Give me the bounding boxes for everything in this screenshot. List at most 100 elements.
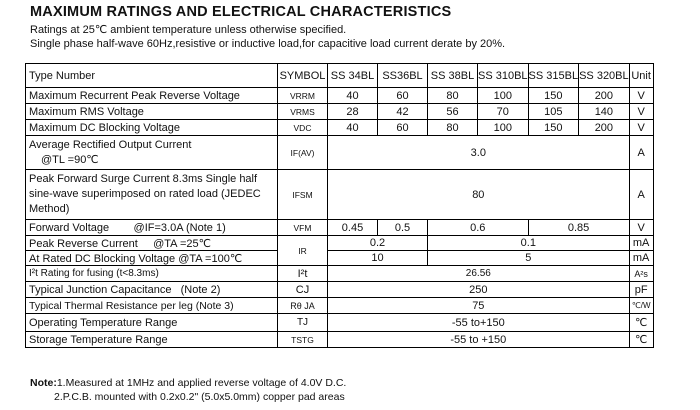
param-symbol: VRMS <box>277 103 328 120</box>
param-label: I²t Rating for fusing (t<8.3ms) <box>25 265 278 282</box>
value-cell: 3.0 <box>327 135 630 170</box>
value-cell: 40 <box>327 119 378 136</box>
value-cell: 0.5 <box>377 219 428 236</box>
value-cell: 0.1 <box>427 235 630 251</box>
unit-cell: ℃ <box>628 313 654 332</box>
ratings-table: Type Number SYMBOL SS 34BL SS36BL SS 38B… <box>25 63 654 348</box>
param-label: At Rated DC Blocking Voltage @TA =100℃ <box>25 250 278 266</box>
value-cell: -55 to+150 <box>327 313 630 332</box>
table-row: Storage Temperature Range TSTG -55 to +1… <box>25 331 654 348</box>
note-line-1: Note:1.Measured at 1MHz and applied reve… <box>30 376 346 390</box>
header-part: SS 38BL <box>427 63 478 88</box>
table-row: Maximum DC Blocking Voltage VDC 40 60 80… <box>25 119 654 136</box>
unit-cell: mA <box>628 250 654 266</box>
value-cell: 56 <box>427 103 478 120</box>
unit-cell: V <box>628 87 654 104</box>
param-symbol: VFM <box>277 219 328 236</box>
header-unit: Unit <box>628 63 654 88</box>
table-row: Typical Thermal Resistance per leg (Note… <box>25 297 654 314</box>
unit-cell: A <box>628 135 654 170</box>
note-text: 1.Measured at 1MHz and applied reverse v… <box>56 377 347 389</box>
value-cell: 75 <box>327 297 630 314</box>
value-cell: 0.85 <box>527 219 630 236</box>
value-cell: 100 <box>477 119 529 136</box>
condition-line-2: Single phase half-wave 60Hz,resistive or… <box>30 38 506 50</box>
table-row: Forward Voltage @IF=3.0A (Note 1) VFM 0.… <box>25 219 654 236</box>
param-label: Operating Temperature Range <box>25 313 278 332</box>
condition-line-1: Ratings at 25℃ ambient temperature unles… <box>30 24 347 36</box>
header-part: SS 34BL <box>327 63 378 88</box>
value-cell: 10 <box>327 250 428 266</box>
param-label: Maximum Recurrent Peak Reverse Voltage <box>25 87 278 104</box>
value-cell: 150 <box>527 87 580 104</box>
value-cell: 80 <box>427 87 478 104</box>
unit-cell: A <box>628 169 654 220</box>
unit-cell: ℃ <box>628 331 654 348</box>
value-cell: 40 <box>327 87 378 104</box>
header-symbol: SYMBOL <box>277 63 328 88</box>
param-label: Peak Forward Surge Current 8.3ms Single … <box>25 169 278 220</box>
value-cell: 42 <box>377 103 428 120</box>
param-label: Peak Reverse Current @TA =25℃ <box>25 235 278 251</box>
page-title: MAXIMUM RATINGS AND ELECTRICAL CHARACTER… <box>30 4 452 20</box>
header-part: SS 310BL <box>477 63 529 88</box>
value-cell: 26.56 <box>327 265 630 282</box>
value-cell: 60 <box>377 87 428 104</box>
param-symbol: IF(AV) <box>277 135 328 170</box>
param-symbol: VDC <box>277 119 328 136</box>
table-row: Peak Forward Surge Current 8.3ms Single … <box>25 169 654 220</box>
value-cell: 80 <box>427 119 478 136</box>
header-part: SS36BL <box>377 63 428 88</box>
value-cell: 150 <box>527 119 580 136</box>
note-line-2: 2.P.C.B. mounted with 0.2x0.2" (5.0x5.0m… <box>54 391 345 403</box>
header-type: Type Number <box>25 63 278 88</box>
param-symbol: TSTG <box>277 331 328 348</box>
value-cell: 60 <box>377 119 428 136</box>
param-symbol: IR <box>277 235 328 266</box>
value-cell: -55 to +150 <box>327 331 630 348</box>
param-label: Typical Junction Capacitance (Note 2) <box>25 281 278 298</box>
value-cell: 0.2 <box>327 235 428 251</box>
param-symbol: IFSM <box>277 169 328 220</box>
table-row: Typical Junction Capacitance (Note 2) CJ… <box>25 281 654 298</box>
value-cell: 200 <box>578 87 630 104</box>
param-symbol: TJ <box>277 313 328 332</box>
value-cell: 105 <box>527 103 580 120</box>
param-label: Maximum DC Blocking Voltage <box>25 119 278 136</box>
param-label: Storage Temperature Range <box>25 331 278 348</box>
value-cell: 5 <box>427 250 630 266</box>
param-symbol: I²t <box>277 265 328 282</box>
table-row: Average Rectified Output Current @TL =90… <box>25 135 654 170</box>
unit-cell: A²s <box>628 265 654 282</box>
header-part: SS 315BL <box>527 63 580 88</box>
table-row: At Rated DC Blocking Voltage @TA =100℃ 1… <box>25 250 654 266</box>
value-cell: 28 <box>327 103 378 120</box>
header-part: SS 320BL <box>578 63 630 88</box>
table-row: I²t Rating for fusing (t<8.3ms) I²t 26.5… <box>25 265 654 282</box>
table-row: Operating Temperature Range TJ -55 to+15… <box>25 313 654 332</box>
notes: Note:1.Measured at 1MHz and applied reve… <box>30 376 346 404</box>
param-symbol: VRRM <box>277 87 328 104</box>
unit-cell: V <box>628 103 654 120</box>
unit-cell: V <box>628 119 654 136</box>
value-cell: 200 <box>578 119 630 136</box>
param-symbol: CJ <box>277 281 328 298</box>
param-label: Average Rectified Output Current @TL =90… <box>25 135 278 170</box>
param-label-line: @TL =90℃ <box>41 153 99 166</box>
value-cell: 100 <box>477 87 529 104</box>
param-label: Typical Thermal Resistance per leg (Note… <box>25 297 278 314</box>
value-cell: 0.45 <box>327 219 378 236</box>
unit-cell: V <box>628 219 654 236</box>
table-row: Maximum RMS Voltage VRMS 28 42 56 70 105… <box>25 103 654 120</box>
table-row: Peak Reverse Current @TA =25℃ IR 0.2 0.1… <box>25 235 654 266</box>
param-label: Forward Voltage @IF=3.0A (Note 1) <box>25 219 278 236</box>
unit-cell: mA <box>628 235 654 251</box>
param-label: Maximum RMS Voltage <box>25 103 278 120</box>
header-row: Type Number SYMBOL SS 34BL SS36BL SS 38B… <box>25 63 654 88</box>
value-cell: 80 <box>327 169 630 220</box>
table-row: Maximum Recurrent Peak Reverse Voltage V… <box>25 87 654 104</box>
param-symbol: Rθ JA <box>277 297 328 314</box>
value-cell: 70 <box>477 103 529 120</box>
note-lead: Note: <box>30 377 57 389</box>
value-cell: 0.6 <box>427 219 529 236</box>
